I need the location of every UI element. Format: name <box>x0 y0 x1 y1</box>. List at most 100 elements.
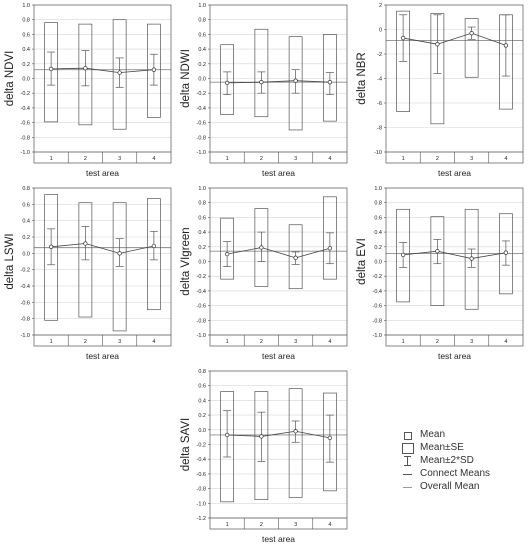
y-axis-title: delta SAVI <box>180 418 192 472</box>
x-tick-label: 2 <box>436 339 439 345</box>
sd-box <box>464 208 479 310</box>
mean-marker <box>117 70 122 75</box>
chart-panel-ndvi: 1.0 0.8 0.6 0.4 0.2 0.0 -0.2 -0.4 -0.6 -0.8 -1.0 1 2… <box>0 0 176 183</box>
y-tick-label: 0.6 <box>22 202 30 208</box>
mean-marker <box>469 31 474 36</box>
y-tick-label: -0.6 <box>21 121 30 127</box>
x-tick-label: 1 <box>402 339 405 345</box>
y-tick-label: 1.0 <box>374 186 382 192</box>
mean-marker <box>48 244 54 249</box>
whisker-icon <box>400 455 416 467</box>
y-tick-label: -0.2 <box>197 443 206 449</box>
x-tick-label: 1 <box>226 339 229 345</box>
chart-panel-lswi: 0.8 0.6 0.4 0.2 0.0 -0.2 -0.4 -0.6 -0.8 -1.0 1 2 3 4 t… <box>0 183 176 366</box>
x-tick-label: 2 <box>84 339 87 345</box>
y-tick-label: 0.2 <box>22 235 30 241</box>
y-tick-label: -0.6 <box>197 472 206 478</box>
sd-box <box>323 196 337 280</box>
x-tick-label: 2 <box>260 522 263 528</box>
y-tick-label: 0.0 <box>22 251 30 257</box>
plot-frame <box>209 187 348 347</box>
y-axis-title: delta LSWI <box>4 233 16 289</box>
y-tick-label: 0.8 <box>22 186 30 192</box>
sd-box <box>288 224 303 290</box>
sd-box <box>44 194 58 321</box>
y-axis-title: delta VIgreen <box>180 227 192 295</box>
sd-box <box>254 28 269 118</box>
y-tick-label: 0.6 <box>22 32 30 38</box>
y-tick-label: -1.0 <box>21 333 30 339</box>
y-tick-label: 0.2 <box>198 62 206 68</box>
mean-marker <box>293 429 298 434</box>
x-axis-title: test area <box>86 168 119 178</box>
chart-panel-vigreen: 1.0 0.8 0.6 0.4 0.2 0.0 -0.2 -0.4 -0.6 -0.8 -1.0 1 2… <box>176 183 352 366</box>
y-tick-label: -8 <box>377 126 382 132</box>
y-tick-label: -0.8 <box>197 135 206 141</box>
y-tick-label: -0.4 <box>21 106 30 112</box>
y-tick-label: 0.0 <box>198 428 206 434</box>
mean-marker <box>83 66 88 71</box>
mean-marker <box>293 78 298 83</box>
x-tick-label: 3 <box>118 156 121 162</box>
y-tick-label: -0.2 <box>21 91 30 97</box>
sd-box <box>147 198 161 311</box>
mean-marker <box>400 252 406 258</box>
x-axis-title: test area <box>262 168 295 178</box>
x-tick-label: 4 <box>152 339 155 345</box>
x-axis-title: test area <box>438 168 471 178</box>
connect-means-line <box>227 80 330 84</box>
y-tick-label: -1.0 <box>197 501 206 507</box>
mean-marker <box>48 66 54 72</box>
x-axis-title: test area <box>262 534 295 544</box>
x-tick-label: 3 <box>470 339 473 345</box>
mean-marker <box>503 250 509 255</box>
legend-label: Mean±2*SD <box>420 455 474 466</box>
plot-frame <box>209 370 348 530</box>
mean-marker <box>503 43 509 48</box>
mean-marker <box>224 251 230 257</box>
y-tick-label: -0.8 <box>197 487 206 493</box>
chart-panel-evi: 1.0 0.8 0.6 0.4 0.2 0.0 -0.2 -0.4 -0.6 -0.8 -1.0 1 2… <box>352 183 528 366</box>
x-tick-label: 1 <box>50 339 53 345</box>
y-tick-label: 0.6 <box>198 32 206 38</box>
y-tick-label: 0.0 <box>198 77 206 83</box>
y-tick-label: -0.8 <box>373 318 382 324</box>
y-axis-title: delta NDWI <box>180 49 192 108</box>
sd-box <box>220 217 234 280</box>
sd-box <box>220 44 234 115</box>
mean-marker <box>435 249 440 254</box>
chart-panel-savi: 0.8 0.6 0.4 0.2 0.0 -0.2 -0.4 -0.6 -0.8 -1.0 -1.2 1… <box>176 366 352 549</box>
y-tick-label: 0.8 <box>198 201 206 207</box>
sd-box <box>323 392 337 492</box>
sd-box <box>147 23 161 118</box>
y-tick-label: -0.8 <box>197 318 206 324</box>
y-tick-label: 0.8 <box>198 369 206 375</box>
x-tick-label: 4 <box>152 156 155 162</box>
y-tick-label: -0.4 <box>373 289 382 295</box>
x-axis-title: test area <box>86 351 119 361</box>
x-tick-label: 1 <box>226 156 229 162</box>
sd-box <box>323 34 337 122</box>
sd-box <box>254 208 269 287</box>
mean-marker <box>435 42 440 47</box>
sd-box <box>288 36 303 131</box>
sd-box <box>396 10 410 112</box>
chart-panel-nbr: 2 0 -2 -4 -6 -8 -10 1 2 3 4 test area delta NBR <box>352 0 528 183</box>
mean-marker <box>327 80 333 85</box>
y-tick-label: 0.2 <box>198 413 206 419</box>
y-tick-label: -0.2 <box>197 274 206 280</box>
mean-marker <box>151 67 157 72</box>
sd-box <box>430 13 445 125</box>
plot-frame <box>209 4 348 164</box>
y-tick-label: -1.0 <box>197 333 206 339</box>
y-axis-title: delta NBR <box>356 52 368 104</box>
mean-marker <box>327 246 333 251</box>
y-tick-label: -10 <box>374 150 382 156</box>
legend-label: Mean <box>420 429 446 440</box>
x-tick-label: 3 <box>118 339 121 345</box>
x-tick-label: 1 <box>226 522 229 528</box>
x-tick-label: 4 <box>504 339 507 345</box>
y-tick-label: -0.2 <box>21 268 30 274</box>
y-tick-label: 0.4 <box>22 219 30 225</box>
y-tick-label: -0.6 <box>21 300 30 306</box>
